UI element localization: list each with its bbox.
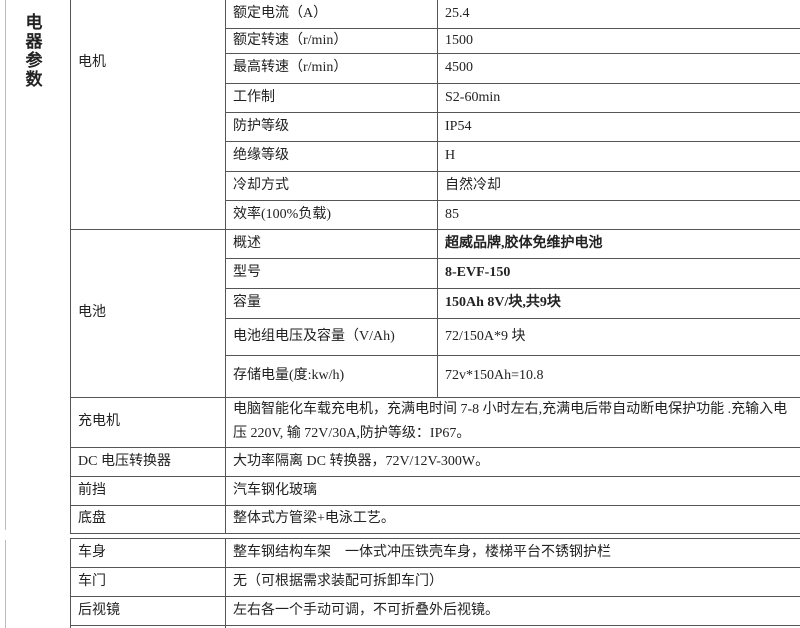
divider	[5, 0, 6, 530]
param-name: 额定转速（r/min）	[233, 32, 348, 48]
item-description: 汽车钢化玻璃	[233, 482, 317, 498]
param-value: 72v*150Ah=10.8	[445, 368, 544, 383]
param-name: 电池组电压及容量（V/Ah)	[233, 328, 395, 344]
divider	[225, 355, 800, 356]
divider	[225, 53, 800, 54]
param-name: 最高转速（r/min）	[233, 60, 348, 75]
param-value: 72/150A*9 块	[445, 328, 526, 344]
item-description: 电脑智能化车载充电机，充满电时间 7-8 小时左右,充满电后带自动断电保护功能 …	[233, 402, 788, 441]
param-name: 绝缘等级	[233, 148, 289, 163]
divider	[70, 229, 800, 230]
divider	[225, 83, 800, 84]
param-value: 8-EVF-150	[445, 265, 511, 280]
divider	[225, 141, 800, 142]
param-value: H	[445, 148, 456, 163]
divider	[225, 288, 800, 289]
divider	[225, 0, 226, 534]
param-name: 额定电流（A）	[233, 6, 328, 21]
item-label: 底盘	[78, 511, 106, 526]
param-name: 型号	[233, 265, 261, 280]
battery-label: 电池	[78, 305, 106, 320]
divider	[70, 447, 800, 448]
param-value: IP54	[445, 118, 472, 134]
divider	[70, 0, 71, 534]
divider	[70, 538, 71, 628]
item-label: 车门	[78, 573, 106, 589]
divider	[225, 538, 226, 628]
divider	[70, 397, 800, 398]
item-description: 大功率隔离 DC 转换器，72V/12V-300W。	[233, 453, 490, 469]
divider	[5, 540, 6, 628]
param-value: 超威品牌,胶体免维护电池	[445, 235, 603, 251]
param-value: S2-60min	[445, 89, 501, 105]
param-name: 效率(100%负载)	[233, 206, 331, 222]
divider	[70, 505, 800, 506]
param-name: 概述	[233, 235, 261, 251]
param-value: 150Ah 8V/块,共9块	[445, 295, 561, 310]
divider	[225, 112, 800, 113]
param-name: 存储电量(度:kw/h)	[233, 368, 345, 383]
item-description: 整体式方管梁+电泳工艺。	[233, 511, 395, 526]
divider	[225, 28, 800, 29]
item-label: 前挡	[78, 482, 106, 498]
param-value: 1500	[445, 32, 473, 48]
param-value: 4500	[445, 60, 473, 75]
divider	[70, 538, 800, 539]
param-name: 防护等级	[233, 118, 289, 134]
divider	[225, 258, 800, 259]
divider	[225, 318, 800, 319]
motor-label: 电机	[78, 54, 106, 70]
divider	[70, 596, 800, 597]
param-value: 25.4	[445, 6, 470, 21]
divider	[225, 200, 800, 201]
item-description: 整车钢结构车架 一体式冲压铁壳车身，楼梯平台不锈钢护栏	[233, 544, 611, 560]
divider	[70, 476, 800, 477]
param-name: 容量	[233, 295, 261, 310]
divider	[437, 0, 438, 397]
item-label: 充电机	[78, 414, 120, 429]
divider	[70, 567, 800, 568]
param-name: 工作制	[233, 89, 275, 105]
divider	[70, 533, 800, 534]
param-value: 85	[445, 206, 459, 222]
category-label: 电器参数	[25, 13, 43, 90]
item-label: 车身	[78, 544, 106, 560]
item-description: 无（可根据需求装配可拆卸车门）	[233, 573, 443, 589]
item-label: 后视镜	[78, 602, 120, 618]
item-label: DC 电压转换器	[78, 453, 171, 469]
param-name: 冷却方式	[233, 177, 289, 193]
item-description: 左右各一个手动可调，不可折叠外后视镜。	[233, 602, 499, 618]
divider	[70, 625, 800, 626]
param-value: 自然冷却	[445, 177, 501, 193]
divider	[225, 171, 800, 172]
